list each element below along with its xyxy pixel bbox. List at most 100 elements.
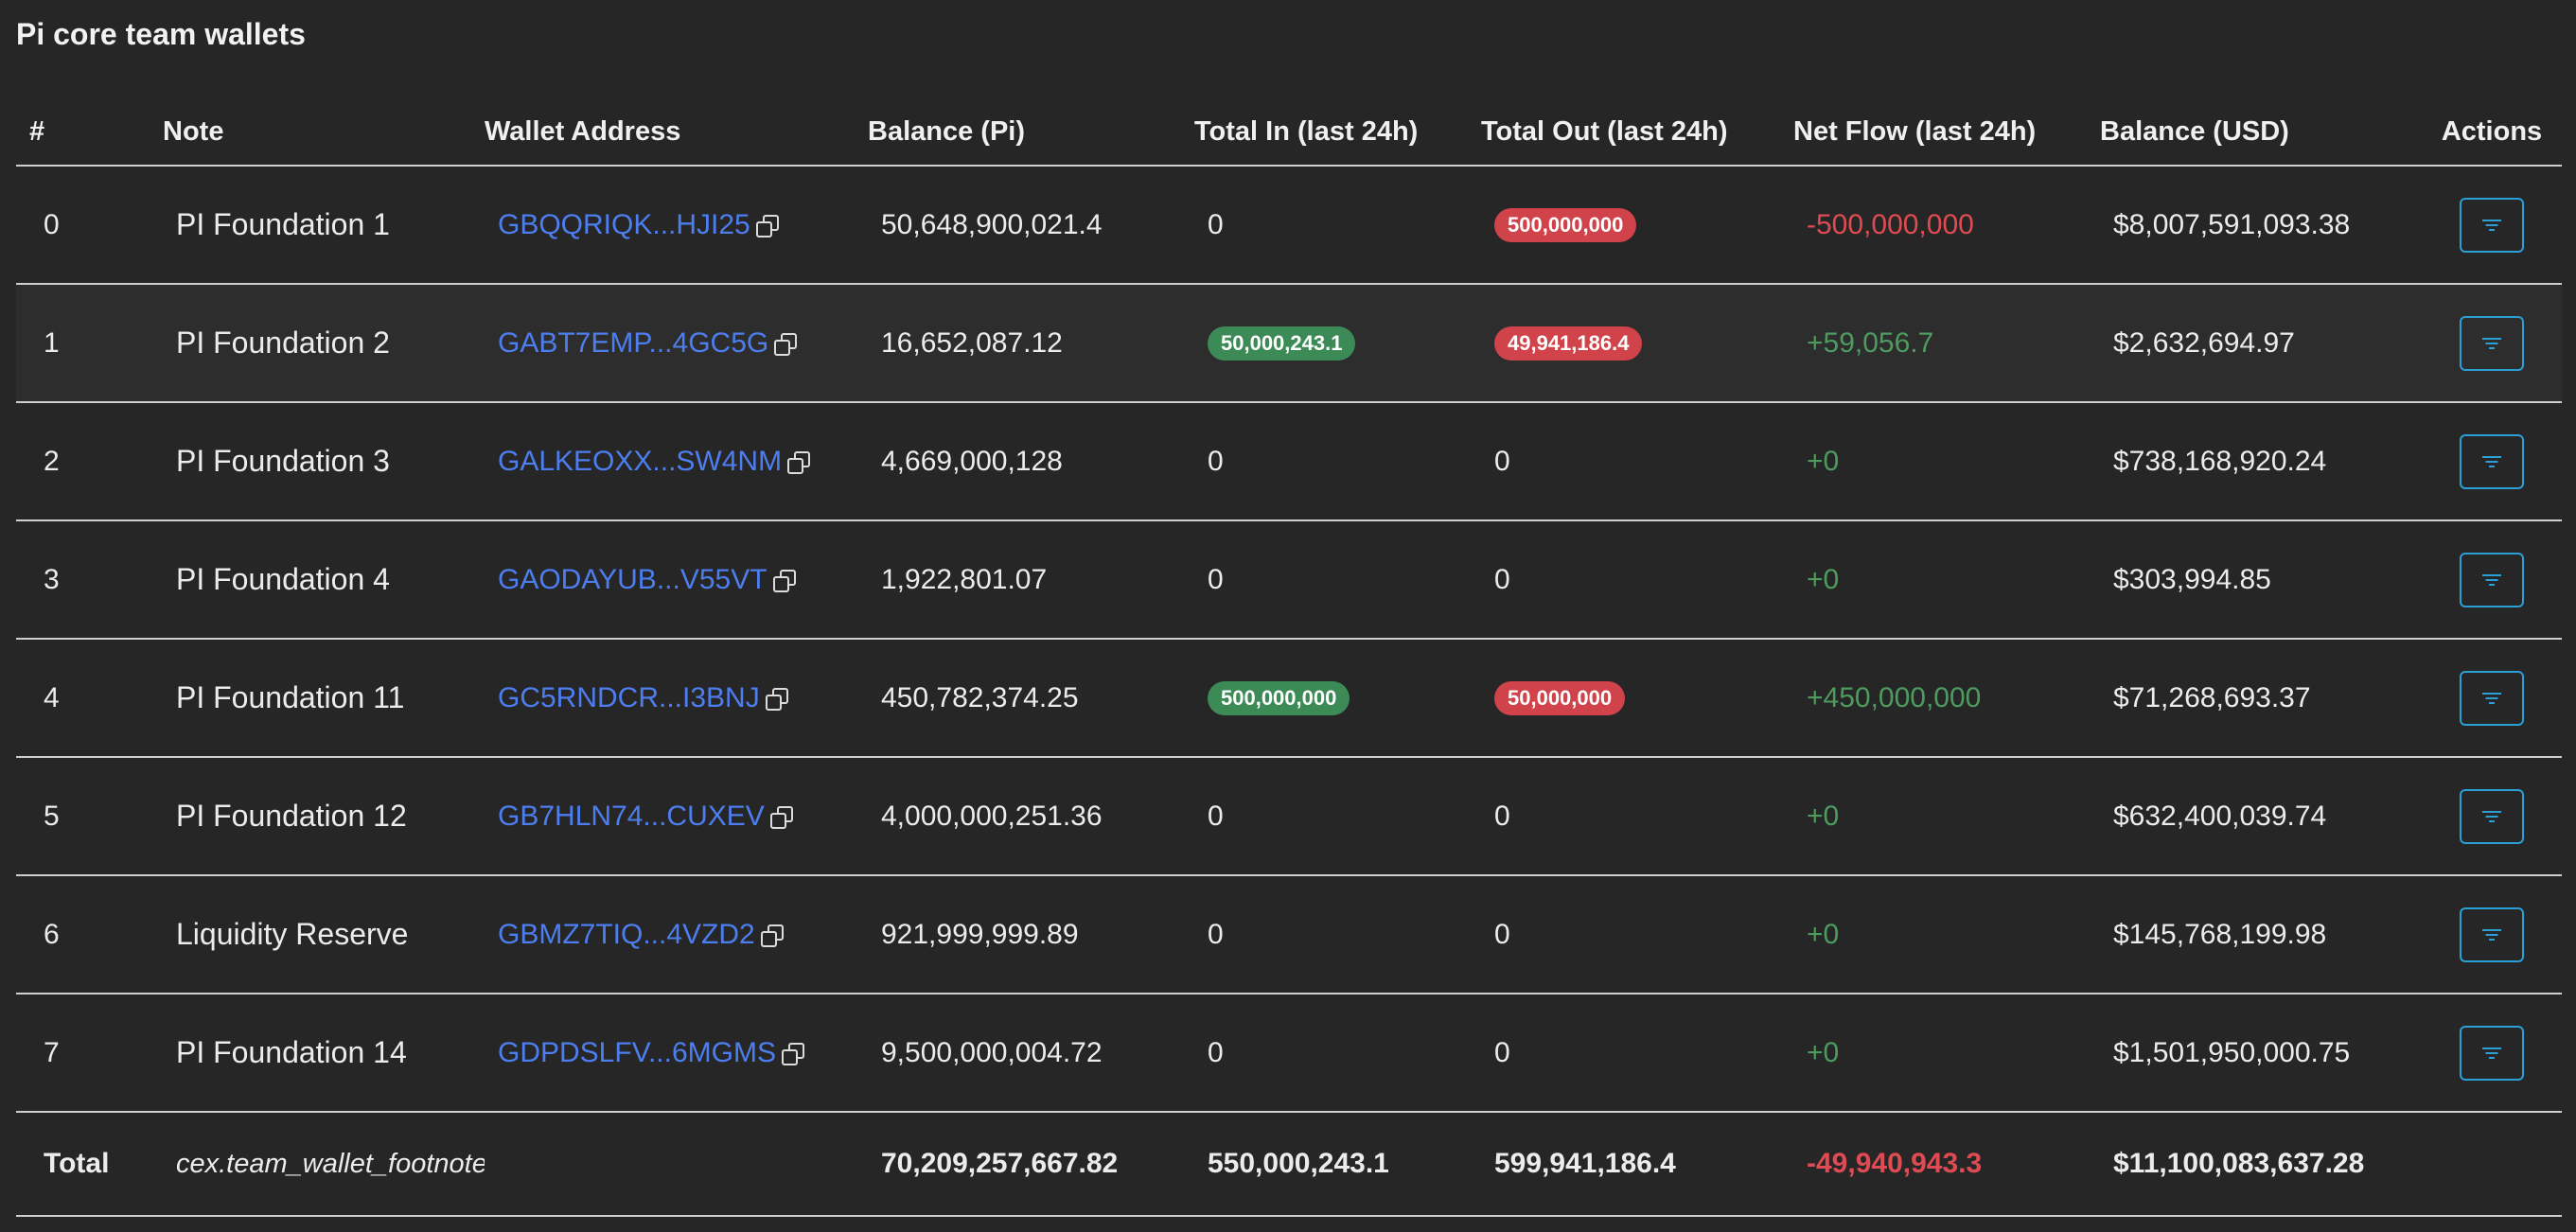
balance-usd: $2,632,694.97 bbox=[2100, 284, 2422, 403]
filter-icon bbox=[2482, 573, 2501, 586]
table-row: 7 PI Foundation 14 GDPDSLFV...6MGMS 9,500,0… bbox=[16, 994, 2562, 1113]
total-out-cell: 0 bbox=[1481, 757, 1793, 876]
filter-icon bbox=[2482, 337, 2501, 349]
actions-cell bbox=[2422, 994, 2562, 1113]
column-header-net-flow[interactable]: Net Flow (last 24h) bbox=[1793, 98, 2100, 167]
total-out-cell: 0 bbox=[1481, 994, 1793, 1113]
total-out-cell: 0 bbox=[1481, 402, 1793, 521]
table-row: 1 PI Foundation 2 GABT7EMP...4GC5G 16,652,0… bbox=[16, 284, 2562, 403]
table-row: 4 PI Foundation 11 GC5RNDCR...I3BNJ 450,782… bbox=[16, 639, 2562, 758]
balance-pi: 50,648,900,021.4 bbox=[868, 166, 1194, 285]
copy-icon[interactable] bbox=[774, 332, 798, 356]
filter-transactions-button[interactable] bbox=[2460, 906, 2524, 962]
wallet-address-link[interactable]: GC5RNDCR...I3BNJ bbox=[498, 681, 760, 713]
wallet-address-link[interactable]: GALKEOXX...SW4NM bbox=[498, 445, 783, 477]
wallet-note: PI Foundation 12 bbox=[163, 757, 485, 876]
filter-icon bbox=[2482, 455, 2501, 467]
wallet-note: Liquidity Reserve bbox=[163, 875, 485, 994]
balance-usd: $1,501,950,000.75 bbox=[2100, 994, 2422, 1113]
filter-transactions-button[interactable] bbox=[2460, 197, 2524, 253]
balance-pi: 9,500,000,004.72 bbox=[868, 994, 1194, 1113]
copy-icon[interactable] bbox=[755, 214, 779, 238]
wallet-note: PI Foundation 11 bbox=[163, 639, 485, 758]
balance-pi: 921,999,999.89 bbox=[868, 875, 1194, 994]
column-header-address[interactable]: Wallet Address bbox=[485, 98, 868, 167]
balance-pi: 450,782,374.25 bbox=[868, 639, 1194, 758]
wallet-address-link[interactable]: GABT7EMP...4GC5G bbox=[498, 326, 769, 359]
total-out-value: 0 bbox=[1494, 800, 1510, 832]
filter-icon bbox=[2482, 928, 2501, 941]
column-header-num[interactable]: # bbox=[16, 98, 163, 167]
column-header-actions: Actions bbox=[2422, 98, 2562, 167]
row-number: 0 bbox=[16, 166, 163, 285]
filter-transactions-button[interactable] bbox=[2460, 433, 2524, 489]
total-in-value: 0 bbox=[1208, 800, 1224, 832]
balance-pi: 4,669,000,128 bbox=[868, 402, 1194, 521]
filter-transactions-button[interactable] bbox=[2460, 315, 2524, 371]
copy-icon[interactable] bbox=[781, 1042, 804, 1065]
total-in: 550,000,243.1 bbox=[1194, 1112, 1481, 1217]
wallet-address-cell: GB7HLN74...CUXEV bbox=[485, 757, 868, 876]
total-balance-usd: $11,100,083,637.28 bbox=[2100, 1112, 2422, 1217]
actions-cell bbox=[2422, 284, 2562, 403]
net-flow: +0 bbox=[1793, 757, 2100, 876]
wallet-address-link[interactable]: GAODAYUB...V55VT bbox=[498, 563, 768, 595]
total-actions-cell bbox=[2422, 1112, 2562, 1217]
total-in-cell: 0 bbox=[1194, 520, 1481, 640]
filter-transactions-button[interactable] bbox=[2460, 552, 2524, 607]
balance-usd: $71,268,693.37 bbox=[2100, 639, 2422, 758]
row-number: 3 bbox=[16, 520, 163, 640]
net-flow: +59,056.7 bbox=[1793, 284, 2100, 403]
total-out-cell: 0 bbox=[1481, 520, 1793, 640]
balance-usd: $632,400,039.74 bbox=[2100, 757, 2422, 876]
column-header-total-out[interactable]: Total Out (last 24h) bbox=[1481, 98, 1793, 167]
column-header-balance-pi[interactable]: Balance (Pi) bbox=[868, 98, 1194, 167]
total-row: Total cex.team_wallet_footnote 70,209,25… bbox=[16, 1112, 2562, 1217]
wallet-note: PI Foundation 3 bbox=[163, 402, 485, 521]
wallet-address-link[interactable]: GB7HLN74...CUXEV bbox=[498, 800, 765, 832]
row-number: 2 bbox=[16, 402, 163, 521]
wallet-address-cell: GABT7EMP...4GC5G bbox=[485, 284, 868, 403]
total-in-value: 0 bbox=[1208, 1036, 1224, 1068]
wallet-address-cell: GDPDSLFV...6MGMS bbox=[485, 994, 868, 1113]
wallet-address-link[interactable]: GDPDSLFV...6MGMS bbox=[498, 1036, 776, 1068]
total-in-cell: 0 bbox=[1194, 875, 1481, 994]
wallet-address-link[interactable]: GBMZ7TIQ...4VZD2 bbox=[498, 918, 755, 950]
copy-icon[interactable] bbox=[765, 687, 788, 711]
copy-icon[interactable] bbox=[787, 450, 811, 474]
wallet-address-cell: GBQQRIQK...HJI25 bbox=[485, 166, 868, 285]
total-out-cell: 0 bbox=[1481, 875, 1793, 994]
total-in-badge: 50,000,243.1 bbox=[1208, 326, 1356, 361]
column-header-total-in[interactable]: Total In (last 24h) bbox=[1194, 98, 1481, 167]
copy-icon[interactable] bbox=[772, 569, 796, 592]
filter-icon bbox=[2482, 219, 2501, 231]
actions-cell bbox=[2422, 166, 2562, 285]
wallet-address-cell: GAODAYUB...V55VT bbox=[485, 520, 868, 640]
wallet-address-cell: GALKEOXX...SW4NM bbox=[485, 402, 868, 521]
total-note: cex.team_wallet_footnote bbox=[163, 1112, 485, 1217]
column-header-note[interactable]: Note bbox=[163, 98, 485, 167]
filter-icon bbox=[2482, 692, 2501, 704]
balance-usd: $303,994.85 bbox=[2100, 520, 2422, 640]
filter-icon bbox=[2482, 810, 2501, 822]
total-net-flow: -49,940,943.3 bbox=[1793, 1112, 2100, 1217]
copy-icon[interactable] bbox=[769, 805, 793, 829]
table-row: 6 Liquidity Reserve GBMZ7TIQ...4VZD2 921,99… bbox=[16, 875, 2562, 994]
total-balance-pi: 70,209,257,667.82 bbox=[868, 1112, 1194, 1217]
wallets-table: # Note Wallet Address Balance (Pi) Total… bbox=[16, 98, 2562, 1217]
row-number: 6 bbox=[16, 875, 163, 994]
filter-transactions-button[interactable] bbox=[2460, 788, 2524, 844]
total-out-badge: 49,941,186.4 bbox=[1494, 326, 1643, 361]
filter-transactions-button[interactable] bbox=[2460, 1025, 2524, 1081]
wallet-address-cell: GBMZ7TIQ...4VZD2 bbox=[485, 875, 868, 994]
row-number: 5 bbox=[16, 757, 163, 876]
balance-pi: 4,000,000,251.36 bbox=[868, 757, 1194, 876]
actions-cell bbox=[2422, 520, 2562, 640]
balance-pi: 16,652,087.12 bbox=[868, 284, 1194, 403]
copy-icon[interactable] bbox=[760, 924, 784, 947]
filter-transactions-button[interactable] bbox=[2460, 670, 2524, 726]
total-in-value: 0 bbox=[1208, 918, 1224, 950]
total-out-value: 0 bbox=[1494, 563, 1510, 595]
wallet-address-link[interactable]: GBQQRIQK...HJI25 bbox=[498, 208, 750, 240]
column-header-balance-usd[interactable]: Balance (USD) bbox=[2100, 98, 2422, 167]
